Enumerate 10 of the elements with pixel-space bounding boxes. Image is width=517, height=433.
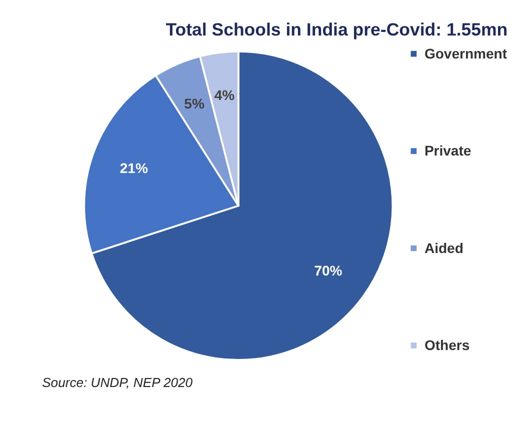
data-label: 5% bbox=[184, 95, 205, 112]
data-label: 70% bbox=[314, 262, 343, 279]
data-label: 4% bbox=[214, 87, 236, 104]
chart-title: Total Schools in India pre-Covid: 1.55mn bbox=[166, 20, 508, 40]
data-label: 21% bbox=[120, 160, 148, 176]
legend-label: Government bbox=[424, 45, 508, 62]
legend-label: Private bbox=[424, 142, 472, 159]
legend-label: Aided bbox=[424, 240, 464, 256]
source-note: Source: UNDP, NEP 2020 bbox=[42, 375, 194, 390]
legend-label: Others bbox=[424, 337, 470, 354]
